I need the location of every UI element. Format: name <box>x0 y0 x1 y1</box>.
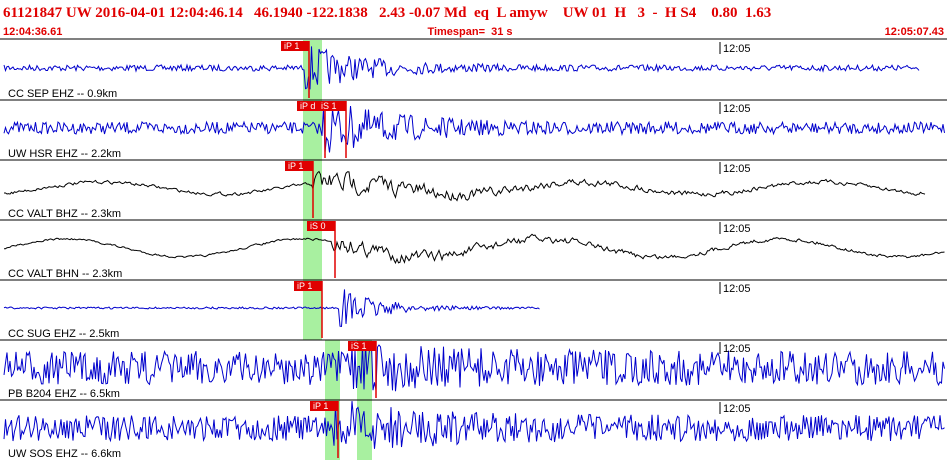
pick-flag <box>297 101 325 111</box>
timespan: Timespan= 31 s <box>427 26 512 38</box>
waveform <box>3 401 945 449</box>
pick-flag <box>285 161 313 171</box>
trace-label: CC VALT BHZ -- 2.3km <box>8 208 121 220</box>
pick-flag <box>281 41 309 51</box>
time-mark: 12:05 <box>723 403 751 415</box>
trace-label: UW SOS EHZ -- 6.6km <box>8 448 121 460</box>
waveform <box>4 233 945 265</box>
trace-label: CC SEP EHZ -- 0.9km <box>8 88 117 100</box>
time-mark: 12:05 <box>723 223 751 235</box>
pick-flag <box>348 341 376 351</box>
waveform <box>4 170 926 202</box>
pick-label: iS 0 <box>310 221 326 231</box>
pick-label: iS 1 <box>351 341 367 351</box>
time-mark: 12:05 <box>723 283 751 295</box>
pick-label: iS 1 <box>321 101 337 111</box>
waveform <box>3 46 920 90</box>
trace-label: UW HSR EHZ -- 2.2km <box>8 148 121 160</box>
time-mark: 12:05 <box>723 163 751 175</box>
time-mark: 12:05 <box>723 343 751 355</box>
waveform <box>3 342 945 392</box>
time-mark: 12:05 <box>723 43 751 55</box>
pick-flag <box>310 401 338 411</box>
pick-label: iP 1 <box>288 161 303 171</box>
pick-flag <box>294 281 322 291</box>
start-time: 12:04:36.61 <box>3 26 62 38</box>
end-time: 12:05:07.43 <box>885 26 944 38</box>
trace-label: PB B204 EHZ -- 6.5km <box>8 388 120 400</box>
pick-label: iP 1 <box>297 281 312 291</box>
pick-flag <box>307 221 335 231</box>
event-header: 61121847 UW 2016-04-01 12:04:46.14 46.19… <box>3 5 771 21</box>
waveform <box>3 289 540 327</box>
trace-label: CC VALT BHN -- 2.3km <box>8 268 122 280</box>
trace-label: CC SUG EHZ -- 2.5km <box>8 328 119 340</box>
waveform <box>3 105 945 153</box>
pick-label: iP d <box>300 101 315 111</box>
pick-flag <box>318 101 346 111</box>
pick-label: iP 1 <box>284 41 299 51</box>
time-mark: 12:05 <box>723 103 751 115</box>
pick-label: iP 1 <box>313 401 328 411</box>
